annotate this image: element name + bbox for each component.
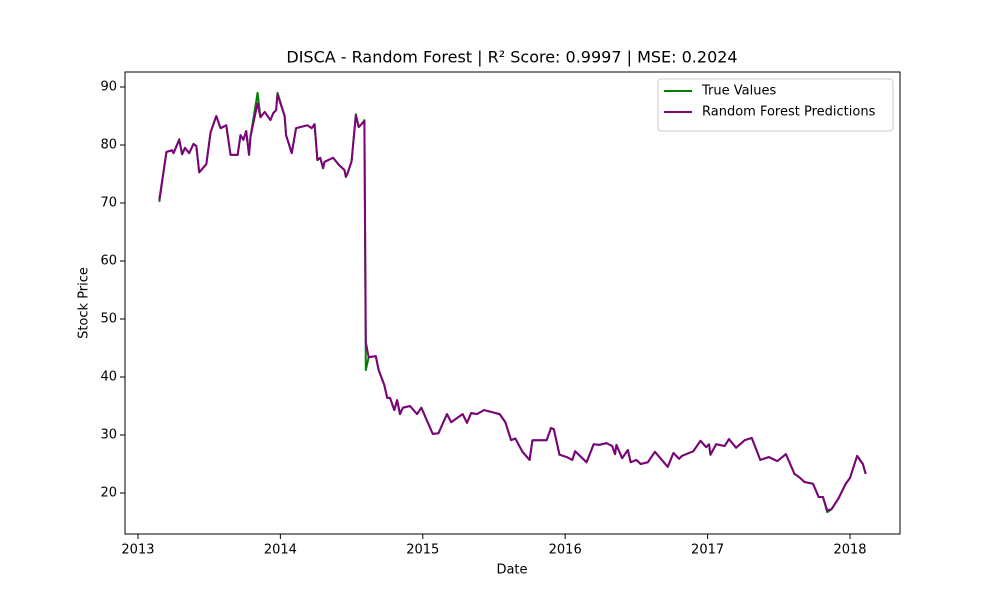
x-tick-label: 2018 (833, 543, 866, 558)
y-tick-label: 70 (100, 196, 117, 211)
legend-label: Random Forest Predictions (702, 105, 876, 120)
y-tick-label: 40 (100, 370, 117, 385)
y-tick-label: 50 (100, 312, 117, 327)
axes-frame (124, 71, 901, 535)
y-tick-label: 30 (100, 428, 117, 443)
x-tick-label: 2017 (691, 543, 724, 558)
line-series (158, 93, 867, 512)
y-tick-label: 80 (100, 138, 117, 153)
legend-label: True Values (701, 84, 776, 99)
chart-title: DISCA - Random Forest | R² Score: 0.9997… (286, 48, 737, 67)
x-tick-label: 2014 (264, 543, 297, 558)
y-tick-label: 20 (100, 485, 117, 500)
y-axis-label: Stock Price (77, 267, 92, 339)
x-axis-label: Date (496, 563, 527, 578)
x-tick-label: 2013 (121, 543, 154, 558)
y-tick-label: 60 (100, 254, 117, 269)
x-tick-label: 2016 (549, 543, 582, 558)
legend-box (657, 78, 894, 132)
x-tick-label: 2015 (406, 543, 439, 558)
y-tick-label: 90 (100, 80, 117, 95)
